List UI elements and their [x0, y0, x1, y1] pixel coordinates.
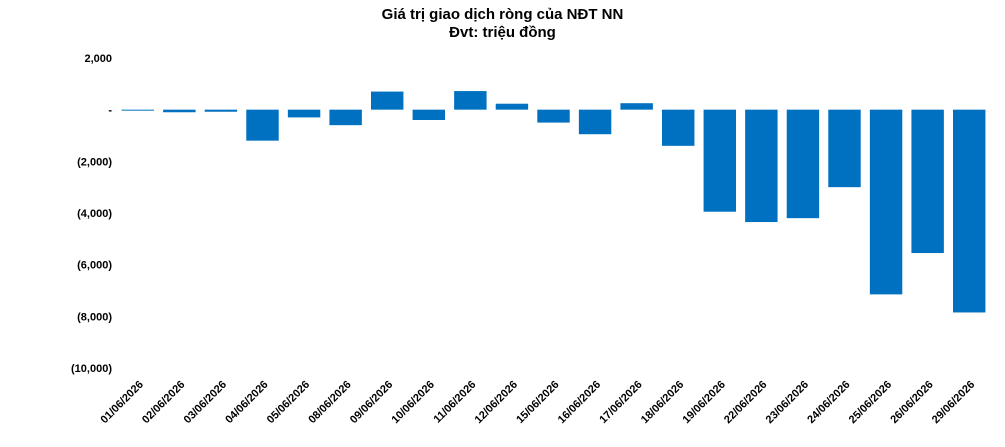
x-tick-label: 11/06/2026	[431, 379, 478, 426]
x-tick-label: 01/06/2026	[98, 379, 145, 426]
bar-03/06/2026	[204, 109, 238, 112]
x-tick-label: 29/06/2026	[930, 379, 977, 426]
bar-26/06/2026	[911, 109, 944, 254]
x-tick-label: 24/06/2026	[805, 379, 852, 426]
y-tick-label: -	[108, 105, 112, 117]
x-tick-label: 04/06/2026	[223, 379, 270, 426]
bar-08/06/2026	[329, 109, 362, 126]
x-tick-label: 17/06/2026	[597, 379, 644, 426]
bar-17/06/2026	[620, 103, 653, 110]
bar-25/06/2026	[869, 109, 903, 295]
x-tick-label: 25/06/2026	[847, 379, 894, 426]
bar-19/06/2026	[703, 109, 736, 212]
bar-02/06/2026	[163, 109, 196, 113]
bar-23/06/2026	[786, 109, 820, 219]
bar-04/06/2026	[246, 109, 279, 141]
x-tick-label: 22/06/2026	[722, 379, 769, 426]
x-tick-label: 09/06/2026	[348, 379, 395, 426]
x-tick-label: 16/06/2026	[556, 379, 603, 426]
bar-22/06/2026	[745, 109, 778, 223]
x-tick-label: 18/06/2026	[639, 379, 686, 426]
bar-29/06/2026	[953, 109, 986, 313]
x-tick-label: 10/06/2026	[389, 379, 436, 426]
bar-11/06/2026	[454, 91, 487, 110]
x-tick-label: 05/06/2026	[265, 379, 312, 426]
bar-10/06/2026	[412, 109, 445, 120]
chart-title-block: Giá trị giao dịch ròng của NĐT NN Đvt: t…	[0, 6, 1005, 42]
bar-24/06/2026	[828, 109, 861, 188]
bars-group	[121, 91, 986, 313]
bar-12/06/2026	[495, 103, 529, 110]
chart-title: Giá trị giao dịch ròng của NĐT NN	[381, 6, 624, 23]
x-tick-label: 08/06/2026	[306, 379, 353, 426]
x-tick-label: 12/06/2026	[473, 379, 520, 426]
y-axis: 2,000 - (2,000) (4,000) (6,000) (8,000) (10,00…	[71, 53, 112, 375]
x-tick-label: 19/06/2026	[680, 379, 727, 426]
x-tick-label: 03/06/2026	[182, 379, 229, 426]
x-tick-label: 15/06/2026	[514, 379, 561, 426]
bar-16/06/2026	[578, 109, 612, 135]
x-tick-label: 02/06/2026	[140, 379, 187, 426]
y-tick-label: (4,000)	[77, 208, 112, 220]
bar-15/06/2026	[537, 109, 570, 123]
chart-subtitle: Đvt: triệu đồng	[449, 24, 556, 41]
bar-05/06/2026	[287, 109, 321, 118]
x-tick-label: 23/06/2026	[764, 379, 811, 426]
y-tick-label: (2,000)	[77, 156, 112, 168]
y-tick-label: (6,000)	[77, 260, 112, 272]
y-tick-label: (8,000)	[77, 311, 112, 323]
y-tick-label: 2,000	[84, 53, 112, 65]
bar-18/06/2026	[662, 109, 695, 146]
bar-01/06/2026	[121, 109, 154, 111]
x-axis: 01/06/202602/06/202603/06/202604/06/2026…	[98, 379, 977, 426]
x-tick-label: 26/06/2026	[888, 379, 935, 426]
y-tick-label: (10,000)	[71, 363, 112, 375]
bar-09/06/2026	[371, 91, 404, 110]
